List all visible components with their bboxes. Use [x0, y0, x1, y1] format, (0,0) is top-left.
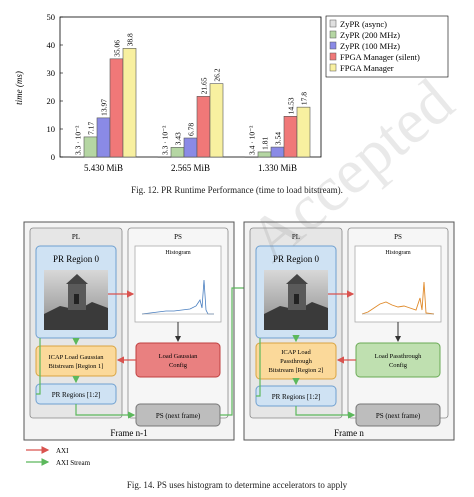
category-label: 5.430 MiB — [84, 163, 123, 173]
frame-n-minus-1: PL PS PR Region 0 Histogram ICAP Load Ga… — [23, 221, 235, 441]
bar — [122, 48, 137, 158]
bar-value-label: 3.3 · 10⁻² — [74, 125, 83, 155]
pl-label: PL — [72, 233, 80, 241]
y-tick-label: 40 — [47, 40, 56, 50]
y-tick-label: 10 — [47, 124, 56, 134]
bar-value-label: 1.81 — [261, 137, 270, 150]
histogram-label: Histogram — [165, 250, 191, 256]
bar-value-label: 3.3 · 10⁻² — [161, 125, 170, 155]
y-tick-label: 30 — [47, 68, 56, 78]
y-tick-label: 50 — [47, 12, 56, 22]
histogram-plot — [141, 279, 214, 315]
legend-axi-label: AXI — [56, 447, 69, 455]
config-label-line2: Config — [389, 362, 408, 369]
histogram-label: Histogram — [385, 250, 411, 256]
ps-next-frame-label: PS (next frame) — [376, 412, 421, 420]
legend-swatch — [329, 52, 337, 61]
legend-label: ZyPR (100 MHz) — [340, 41, 400, 51]
category-label: 1.330 MiB — [258, 163, 297, 173]
legend-axi-stream-label: AXI Stream — [56, 459, 91, 467]
bar — [270, 146, 285, 158]
config-label-line1: Load Gaussian — [159, 353, 199, 360]
icap-label-line3: Bitstream [Region 2] — [269, 367, 324, 374]
frame-label: Frame n — [334, 428, 364, 438]
bar — [196, 96, 211, 158]
bar — [257, 151, 272, 158]
histogram-plot — [361, 281, 435, 315]
bar-value-label: 26.2 — [213, 68, 222, 81]
figure-14-caption: Fig. 14. PS uses histogram to determine … — [126, 480, 348, 490]
legend-swatch — [329, 41, 337, 50]
icap-label-line1: ICAP Load Gaussian — [48, 354, 104, 361]
legend-label: ZyPR (200 MHz) — [340, 30, 400, 40]
ps-next-frame-box — [355, 403, 441, 427]
ps-next-frame-label: PS (next frame) — [156, 412, 201, 420]
category-label: 2.565 MiB — [171, 163, 210, 173]
bar — [170, 147, 185, 158]
legend-swatch — [329, 63, 337, 72]
pl-label: PL — [292, 233, 300, 241]
bar — [83, 136, 98, 158]
bar-value-label: 3.43 — [174, 132, 183, 145]
bar-value-label: 17.8 — [300, 92, 309, 105]
bar-value-label: 7.17 — [87, 122, 96, 135]
config-label-line2: Config — [169, 362, 188, 369]
bar-value-label: 35.06 — [113, 40, 122, 57]
pr-region-title: PR Region 0 — [273, 254, 320, 264]
pr-region-title: PR Region 0 — [53, 254, 100, 264]
bar-value-label: 13.97 — [100, 99, 109, 116]
legend-label: FPGA Manager — [340, 63, 394, 73]
bar-value-label: 14.53 — [287, 97, 296, 114]
frame-n: PL PS PR Region 0 Histogram ICAP Load Pa… — [243, 221, 455, 441]
bar — [183, 137, 198, 158]
ps-label: PS — [174, 233, 182, 241]
config-label-line1: Load Passthrough — [375, 353, 423, 360]
y-tick-label: 20 — [47, 96, 56, 106]
diagram-legend: AXI AXI Stream — [26, 446, 91, 467]
legend-label: FPGA Manager (silent) — [340, 52, 420, 62]
histogram-box — [354, 245, 442, 323]
pr-regions-label: PR Regions [1:2] — [272, 393, 321, 401]
icap-label-line2: Bitstream [Region 1] — [49, 363, 104, 370]
photo-image — [44, 270, 108, 330]
bar — [109, 58, 124, 158]
bar — [96, 117, 111, 158]
icap-label-line2: Passthrough — [280, 358, 313, 365]
y-axis-label: time (ms) — [14, 71, 24, 105]
legend-swatch — [329, 19, 337, 28]
bar — [209, 83, 224, 158]
icap-label-line1: ICAP Load — [281, 349, 311, 356]
bar-value-label: 21.65 — [200, 77, 209, 94]
chart-legend: ZyPR (async)ZyPR (200 MHz)ZyPR (100 MHz)… — [325, 15, 449, 78]
legend-swatch — [329, 30, 337, 39]
bar-value-label: 3.4 · 10⁻² — [248, 125, 257, 155]
photo-image — [264, 270, 328, 330]
legend-label: ZyPR (async) — [340, 19, 387, 29]
bar — [296, 106, 311, 158]
bar — [283, 116, 298, 158]
bar-value-label: 3.54 — [274, 132, 283, 145]
bar-value-label: 6.78 — [187, 123, 196, 136]
pr-regions-label: PR Regions [1:2] — [52, 391, 101, 399]
frame-label: Frame n-1 — [110, 428, 147, 438]
figure-12-caption: Fig. 12. PR Runtime Performance (time to… — [131, 185, 343, 195]
histogram-diagram: PL PS PR Region 0 Histogram ICAP Load Ga… — [23, 221, 455, 467]
load-config-box — [135, 342, 221, 378]
load-config-box — [355, 342, 441, 378]
runtime-bar-chart: 3.3 · 10⁻² 7.17 13.97 35.06 38.8 3.3 · 10⁻² 3.… — [14, 12, 449, 173]
icap-load-box — [35, 345, 117, 377]
y-tick-label: 0 — [51, 152, 55, 162]
bar-value-label: 38.8 — [126, 33, 135, 46]
ps-label: PS — [394, 233, 402, 241]
